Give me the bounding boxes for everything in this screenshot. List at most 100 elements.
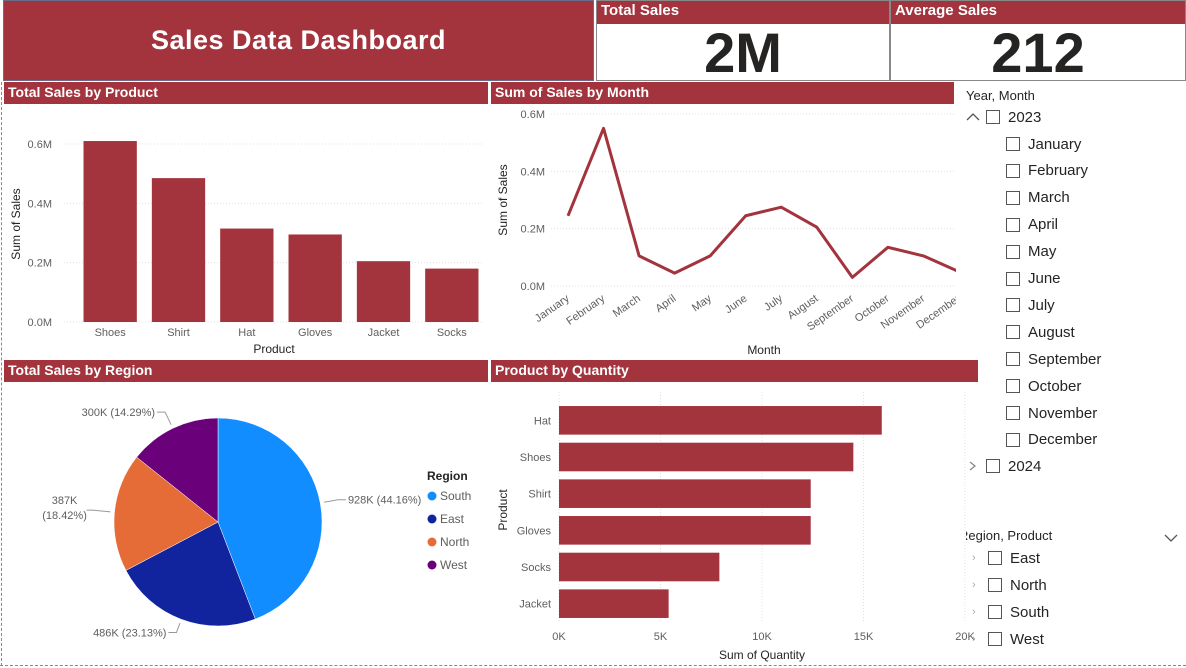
slicer-item-november[interactable]: November — [1006, 403, 1097, 423]
x-tick-label: 10K — [752, 631, 772, 643]
slicer-item-august[interactable]: August — [1006, 322, 1075, 342]
checkbox[interactable] — [986, 459, 1000, 473]
slicer-item-west[interactable]: › West — [972, 629, 1044, 649]
slicer-item-2024[interactable]: 2024 — [966, 456, 1041, 476]
y-tick-label: 0.2M — [521, 224, 545, 236]
slicer-item-label: September — [1028, 350, 1102, 368]
x-axis-label: Product — [253, 342, 295, 356]
y-tick-label: 0.4M — [28, 198, 52, 210]
x-tick-label: April — [653, 293, 678, 315]
checkbox[interactable] — [1006, 432, 1020, 447]
product-bar-chart[interactable]: 0.0M 0.2M 0.4M 0.6M Shoes Shirt Hat Gloves Jacke… — [4, 104, 488, 360]
chevron-right-icon[interactable]: › — [972, 633, 976, 645]
checkbox[interactable] — [988, 605, 1002, 619]
checkbox[interactable] — [1006, 271, 1020, 286]
y-tick-label: Socks — [521, 562, 551, 574]
region-product-slicer-title-clip: Region, Product — [966, 528, 1076, 546]
year-month-slicer[interactable]: Year, Month 2023 January February March Apr… — [958, 86, 1186, 486]
slicer-item-january[interactable]: January — [1006, 134, 1081, 154]
chevron-right-icon[interactable]: › — [972, 606, 976, 618]
chevron-right-icon[interactable]: › — [972, 579, 976, 591]
slicer-item-july[interactable]: July — [1006, 295, 1055, 315]
checkbox[interactable] — [986, 110, 1000, 124]
average-sales-card[interactable]: Average Sales 212 — [890, 0, 1186, 82]
legend-item-label: North — [440, 535, 469, 549]
slicer-item-label: May — [1028, 243, 1057, 261]
slicer-item-label: March — [1028, 189, 1070, 207]
slicer-item-april[interactable]: April — [1006, 215, 1058, 235]
checkbox[interactable] — [1006, 190, 1020, 205]
checkbox[interactable] — [1006, 163, 1020, 178]
checkbox[interactable] — [1006, 352, 1020, 367]
bar — [356, 261, 411, 322]
checkbox[interactable] — [1006, 244, 1020, 259]
slicer-item-october[interactable]: October — [1006, 376, 1081, 396]
slicer-item-label: November — [1028, 404, 1098, 422]
total-sales-label: Total Sales — [597, 1, 889, 24]
slicer-item-september[interactable]: September — [1006, 349, 1101, 369]
canvas-border-left — [1, 82, 2, 666]
dashboard-title: Sales Data Dashboard — [150, 25, 447, 55]
checkbox[interactable] — [988, 578, 1002, 592]
y-axis-label: Sum of Sales — [496, 164, 510, 235]
y-tick-label: 0.0M — [521, 281, 545, 293]
y-tick-label: 0.2M — [28, 258, 52, 270]
legend-item-label: South — [440, 489, 471, 503]
quantity-bar-chart[interactable]: 0K 5K 10K 15K 20K Hat Shoes Shirt Gloves Socks Jac… — [491, 382, 978, 664]
slicer-item-june[interactable]: June — [1006, 269, 1061, 289]
checkbox[interactable] — [1006, 137, 1020, 151]
y-tick-label: Hat — [534, 415, 551, 427]
slicer-item-march[interactable]: March — [1006, 188, 1070, 208]
y-tick-label: Shoes — [520, 452, 552, 464]
data-label: 928K (44.16%) — [348, 495, 421, 507]
chevron-up-icon[interactable] — [966, 110, 986, 125]
chevron-down-icon[interactable] — [1164, 530, 1178, 547]
pie-slice — [217, 417, 323, 620]
year-month-slicer-title: Year, Month — [966, 88, 1035, 103]
checkbox[interactable] — [988, 551, 1002, 565]
bar — [288, 234, 342, 322]
legend-marker — [427, 537, 437, 547]
region-product-slicer[interactable]: Region, Product › East › North › South › West — [958, 526, 1186, 666]
average-sales-label: Average Sales — [891, 1, 1185, 24]
y-tick-label: 0.6M — [521, 109, 545, 121]
bar — [559, 552, 720, 582]
slicer-item-label: January — [1028, 135, 1082, 153]
slicer-item-label: August — [1028, 323, 1075, 341]
pie-slice — [136, 417, 219, 523]
data-label: 486K (23.13%) — [93, 627, 166, 639]
pie-slice — [125, 521, 256, 627]
x-tick-label: June — [723, 293, 749, 317]
slicer-item-december[interactable]: December — [1006, 430, 1097, 450]
x-tick-label: May — [690, 292, 714, 314]
checkbox[interactable] — [988, 632, 1002, 646]
region-pie-chart[interactable]: 928K (44.16%) 486K (23.13%) 387K (18.42%) 30… — [4, 382, 488, 664]
x-tick-label: 0K — [552, 631, 566, 643]
slicer-item-label: East — [1010, 549, 1041, 567]
checkbox[interactable] — [1006, 298, 1020, 313]
slicer-item-north[interactable]: › North — [972, 575, 1047, 595]
slicer-item-label: North — [1010, 576, 1047, 594]
legend-marker — [427, 491, 437, 501]
chevron-right-icon[interactable]: › — [972, 552, 976, 564]
dashboard-title-panel: Sales Data Dashboard — [3, 0, 594, 81]
series-line — [566, 126, 956, 279]
slicer-item-may[interactable]: May — [1006, 242, 1056, 262]
y-tick-label: 0.4M — [521, 166, 545, 178]
x-tick-label: 15K — [854, 631, 874, 643]
checkbox[interactable] — [1006, 217, 1020, 232]
chevron-right-icon[interactable] — [966, 459, 986, 474]
region-product-slicer-title: Region, Product — [966, 528, 1053, 543]
slicer-item-2023[interactable]: 2023 — [966, 107, 1041, 127]
slicer-item-east[interactable]: › East — [972, 548, 1040, 568]
slicer-item-south[interactable]: › South — [972, 602, 1049, 622]
checkbox[interactable] — [1006, 325, 1020, 340]
total-sales-card[interactable]: Total Sales 2M — [596, 0, 890, 82]
checkbox[interactable] — [1006, 379, 1020, 394]
checkbox[interactable] — [1006, 406, 1020, 420]
x-axis-label: Month — [747, 343, 780, 357]
region-pie-header: Total Sales by Region — [4, 360, 488, 382]
slicer-item-february[interactable]: February — [1006, 161, 1088, 181]
legend-item-label: East — [440, 512, 465, 526]
